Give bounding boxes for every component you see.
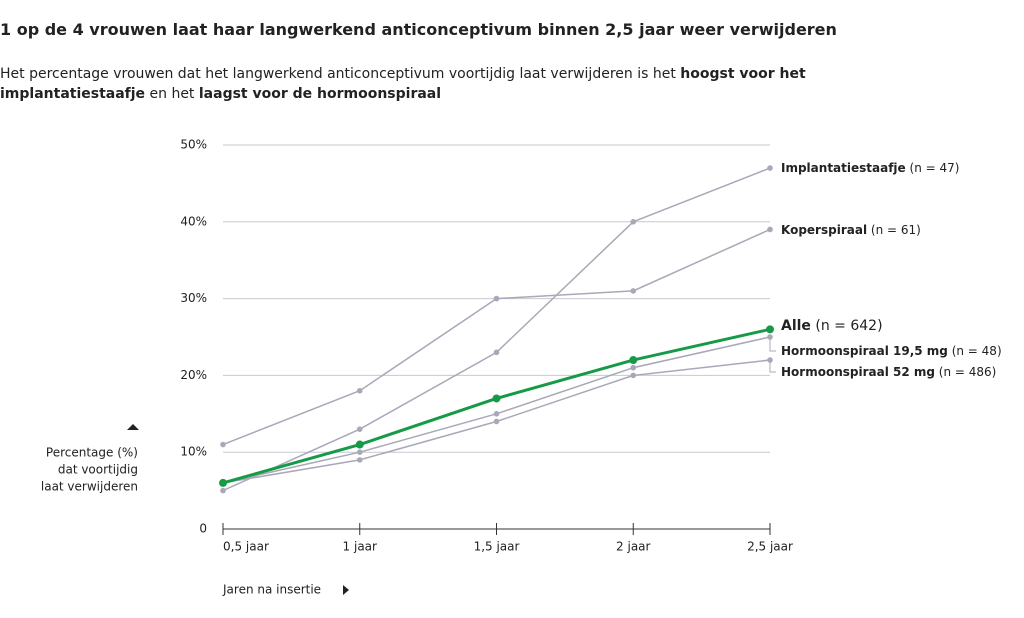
subtitle-part: laagst voor de hormoonspiraal (198, 86, 442, 102)
subtitle-part: Het percentage vrouwen dat het langwerke… (0, 66, 681, 82)
y-axis-arrow (127, 424, 139, 430)
data-point (220, 487, 226, 494)
x-tick-label: 1,5 jaar (474, 540, 520, 554)
legend-entry: Koperspiraal (n = 61) (781, 223, 921, 237)
data-point (356, 426, 363, 432)
data-point (356, 457, 363, 463)
label-leader (769, 360, 776, 373)
chart-title: 1 op de 4 vrouwen laat haar langwerkend … (0, 20, 837, 39)
data-point (493, 418, 500, 425)
data-point (356, 387, 363, 394)
y-tick-label: 50% (180, 138, 207, 152)
subtitle-part: hoogst voor het implantatiestaafje (0, 66, 806, 102)
legend-name: Implantatiestaafje (781, 161, 906, 175)
x-tick-label: 2,5 jaar (747, 540, 793, 554)
label-leader (769, 337, 776, 352)
data-point (493, 349, 500, 356)
data-point (493, 411, 500, 417)
legend-n: (n = 48) (952, 344, 1002, 358)
data-point (767, 165, 773, 171)
x-tick-label: 1 jaar (343, 540, 377, 554)
data-point (630, 372, 637, 379)
data-point (766, 325, 774, 334)
legend-name: Alle (781, 318, 811, 334)
legend-n: (n = 61) (871, 223, 921, 237)
legend-name: Koperspiraal (781, 223, 867, 237)
data-point (630, 219, 637, 225)
data-point (767, 226, 773, 233)
y-axis-label: Percentage (%) (46, 446, 138, 460)
legend-entry: Hormoonspiraal 52 mg (n = 486) (781, 365, 996, 379)
legend-entry: Implantatiestaafje (n = 47) (781, 161, 959, 175)
data-point (492, 394, 501, 403)
data-point (356, 449, 363, 456)
y-axis-label: laat verwijderen (41, 480, 138, 494)
legend-entry: Alle (n = 642) (781, 318, 883, 334)
legend-n: (n = 47) (910, 161, 960, 175)
data-point (630, 288, 637, 294)
x-axis-arrow (343, 585, 349, 595)
data-point (355, 440, 364, 449)
legend-name: Hormoonspiraal 52 mg (781, 365, 935, 379)
data-point (219, 478, 227, 487)
data-point (493, 295, 500, 302)
data-point (629, 356, 638, 365)
data-point (220, 441, 226, 448)
x-tick-label: 2 jaar (616, 540, 650, 554)
subtitle-part: en het (145, 86, 199, 102)
data-point (630, 364, 637, 371)
y-tick-label: 10% (180, 445, 207, 459)
legend-n: (n = 642) (815, 318, 882, 334)
chart-subtitle: Het percentage vrouwen dat het langwerke… (0, 64, 900, 104)
y-tick-label: 40% (180, 214, 207, 228)
y-tick-label: 20% (180, 368, 207, 382)
legend-n: (n = 486) (939, 365, 997, 379)
y-tick-label: 30% (180, 291, 207, 305)
legend-entry: Hormoonspiraal 19,5 mg (n = 48) (781, 344, 1002, 358)
series-line (222, 167, 771, 492)
y-tick-label: 0 (199, 522, 207, 536)
legend-name: Hormoonspiraal 19,5 mg (781, 344, 948, 358)
x-axis-label: Jaren na insertie (222, 583, 321, 597)
y-axis-label: dat voortijdig (58, 463, 138, 477)
x-tick-label: 0,5 jaar (223, 540, 269, 554)
